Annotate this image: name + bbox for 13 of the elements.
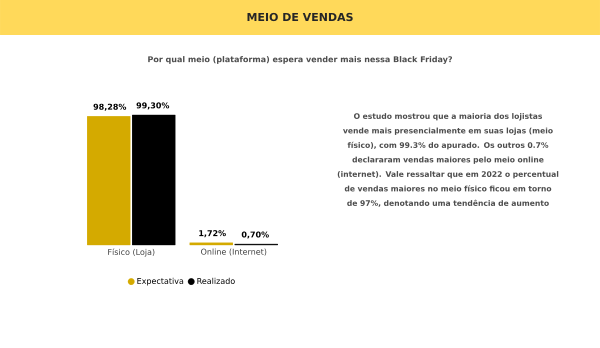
data-label: 98,28% xyxy=(94,104,126,111)
x-tick-label: Online (Internet) xyxy=(201,248,266,256)
data-label: 0,70% xyxy=(242,231,269,239)
data-label: 99,30% xyxy=(136,102,170,110)
legend-label: Expectativa xyxy=(137,278,184,286)
bar xyxy=(132,114,176,246)
chart-title: MEIO DE VENDAS xyxy=(248,12,353,22)
data-label: 1,72% xyxy=(199,230,226,238)
chart-subtitle: Por qual meio (plataforma) espera vender mais nessa Black Friday? xyxy=(148,56,452,64)
bar xyxy=(190,242,233,246)
x-tick-label: Físico (Loja) xyxy=(108,248,154,257)
bar xyxy=(87,116,130,246)
legend-label: Realizado xyxy=(197,278,235,284)
